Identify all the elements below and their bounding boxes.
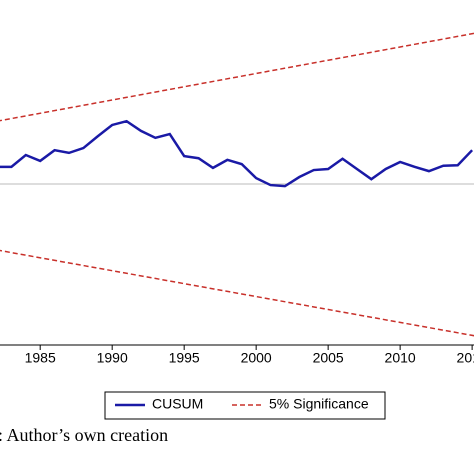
cusum-line	[0, 119, 474, 188]
source-note: : Author’s own creation	[0, 425, 168, 445]
x-tick-label: 2005	[313, 350, 344, 366]
upper-bound-line	[0, 32, 474, 122]
x-tick-label: 1995	[169, 350, 200, 366]
x-tick-label: 2000	[241, 350, 272, 366]
legend-label: 5% Significance	[269, 396, 369, 412]
x-tick-label: 2015	[457, 350, 474, 366]
x-tick-label: 2010	[385, 350, 416, 366]
legend-label: CUSUM	[152, 396, 203, 412]
lower-bound-line	[0, 249, 474, 337]
x-tick-label: 1985	[25, 350, 56, 366]
x-tick-label: 1990	[97, 350, 128, 366]
